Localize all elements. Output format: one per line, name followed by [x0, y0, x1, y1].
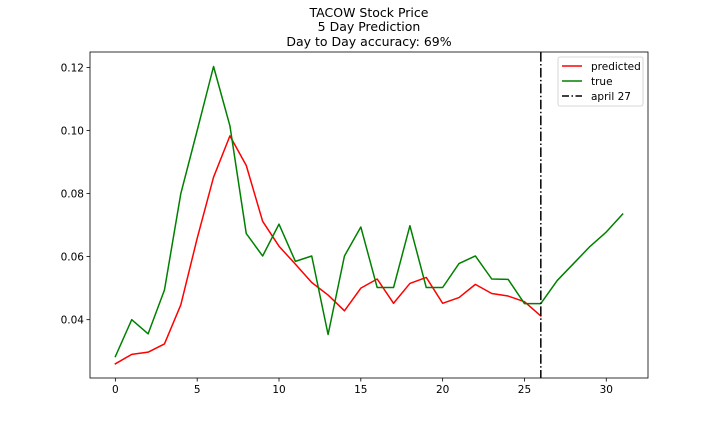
title-line-3: Day to Day accuracy: 69% — [286, 34, 451, 49]
legend-box — [557, 56, 644, 107]
chart-title: TACOW Stock Price 5 Day Prediction Day t… — [286, 5, 451, 49]
y-tick-label: 0.08 — [61, 189, 84, 201]
x-tick-label: 10 — [272, 384, 285, 396]
y-tick-label: 0.12 — [61, 62, 84, 74]
x-axis-ticks: 0 5 10 15 20 25 30 — [112, 378, 613, 396]
x-tick-label: 30 — [600, 384, 613, 396]
legend-label-predicted: predicted — [591, 61, 641, 73]
legend-label-april-27: april 27 — [591, 91, 631, 103]
legend-label-true: true — [591, 76, 613, 88]
x-tick-label: 0 — [112, 384, 119, 396]
y-axis-ticks: 0.04 0.06 0.08 0.10 0.12 — [61, 62, 90, 327]
x-tick-label: 15 — [354, 384, 367, 396]
plot-area-frame — [89, 51, 649, 379]
y-tick-label: 0.10 — [61, 126, 84, 138]
y-tick-label: 0.04 — [61, 315, 85, 327]
title-line-1: TACOW Stock Price — [309, 5, 429, 20]
y-tick-label: 0.06 — [61, 252, 85, 264]
x-tick-label: 20 — [436, 384, 449, 396]
series-line-predicted — [114, 135, 542, 365]
title-line-2: 5 Day Prediction — [318, 19, 421, 34]
x-tick-label: 5 — [194, 384, 201, 396]
series-layer — [114, 65, 624, 365]
series-line-true — [114, 65, 624, 358]
legend: predicted true april 27 — [557, 56, 644, 107]
x-tick-label: 25 — [518, 384, 531, 396]
